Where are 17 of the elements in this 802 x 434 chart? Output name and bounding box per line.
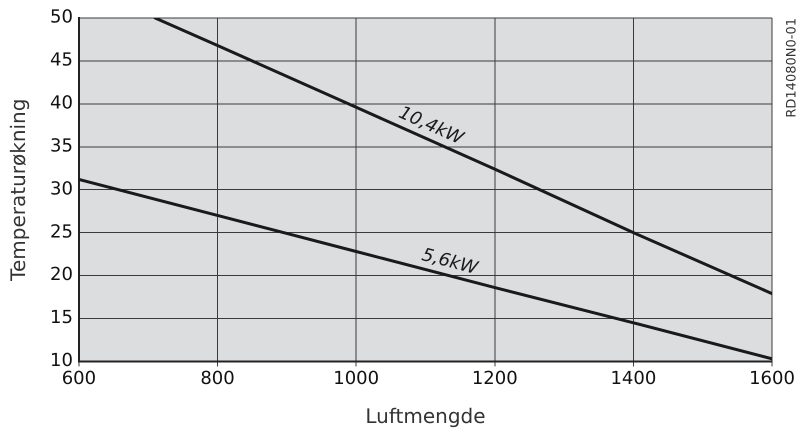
text: RD14080N0-01 xyxy=(784,18,800,118)
y-tick-label: 30 xyxy=(50,178,73,200)
y-tick-label: 15 xyxy=(50,307,73,328)
x-tick-label: 1600 xyxy=(749,368,795,389)
y-tick-label: 20 xyxy=(50,264,73,286)
y-tick-label: 35 xyxy=(50,135,73,156)
x-tick-label: 1000 xyxy=(333,368,380,389)
x-tick-label: 800 xyxy=(200,368,235,389)
text: 5,6kW xyxy=(420,244,482,280)
x-tick-label: 1200 xyxy=(472,368,518,389)
y-tick-label: 40 xyxy=(50,92,73,114)
y-tick-label: 50 xyxy=(50,6,73,28)
y-tick-label: 45 xyxy=(50,50,73,71)
x-tick-label: 1400 xyxy=(610,368,656,389)
x-axis-title: Luftmengde xyxy=(365,404,486,428)
y-axis-title: Temperaturøkning xyxy=(6,98,30,282)
y-tick-label: 25 xyxy=(50,221,73,242)
